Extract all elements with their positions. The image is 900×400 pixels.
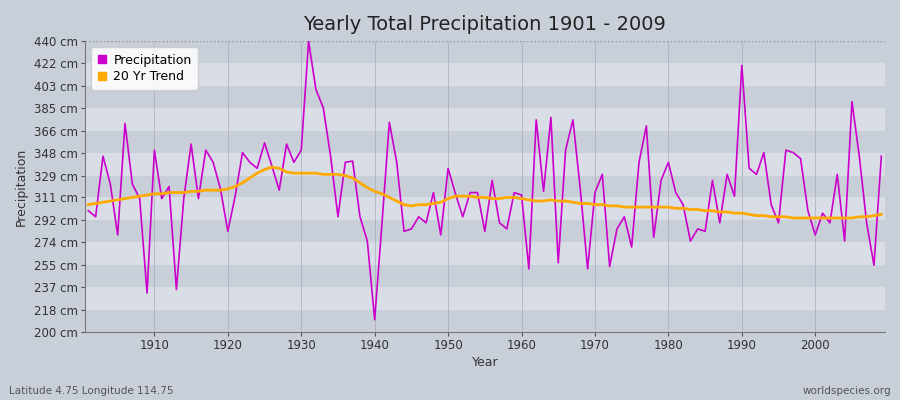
Bar	[85, 86, 885, 108]
Bar	[85, 265, 885, 287]
20 Yr Trend	[310, 171, 321, 176]
Legend: Precipitation, 20 Yr Trend: Precipitation, 20 Yr Trend	[91, 47, 198, 90]
20 Yr Trend	[612, 204, 623, 208]
Bar	[85, 310, 885, 332]
20 Yr Trend	[141, 192, 152, 197]
Precipitation	[83, 208, 94, 213]
20 Yr Trend	[83, 202, 94, 207]
Precipitation	[369, 317, 380, 322]
20 Yr Trend	[876, 212, 886, 217]
Line: Precipitation: Precipitation	[88, 41, 881, 320]
Text: Latitude 4.75 Longitude 114.75: Latitude 4.75 Longitude 114.75	[9, 386, 174, 396]
Bar	[85, 287, 885, 310]
Precipitation	[141, 291, 152, 296]
Bar	[85, 41, 885, 63]
20 Yr Trend	[788, 216, 798, 220]
Precipitation	[355, 214, 365, 219]
Bar	[85, 242, 885, 265]
Precipitation	[524, 266, 535, 271]
Line: 20 Yr Trend: 20 Yr Trend	[88, 167, 881, 218]
Bar	[85, 198, 885, 220]
Precipitation	[310, 87, 321, 92]
Bar	[85, 152, 885, 176]
Bar	[85, 176, 885, 198]
20 Yr Trend	[524, 198, 535, 202]
Bar	[85, 131, 885, 152]
Bar	[85, 63, 885, 86]
Title: Yearly Total Precipitation 1901 - 2009: Yearly Total Precipitation 1901 - 2009	[303, 15, 666, 34]
X-axis label: Year: Year	[472, 356, 498, 369]
Bar	[85, 220, 885, 242]
20 Yr Trend	[266, 165, 277, 170]
Precipitation	[876, 154, 886, 159]
Precipitation	[303, 39, 314, 44]
Precipitation	[531, 118, 542, 122]
Precipitation	[619, 214, 630, 219]
Y-axis label: Precipitation: Precipitation	[15, 147, 28, 226]
20 Yr Trend	[355, 180, 365, 185]
Text: worldspecies.org: worldspecies.org	[803, 386, 891, 396]
20 Yr Trend	[516, 196, 526, 201]
Bar	[85, 108, 885, 131]
